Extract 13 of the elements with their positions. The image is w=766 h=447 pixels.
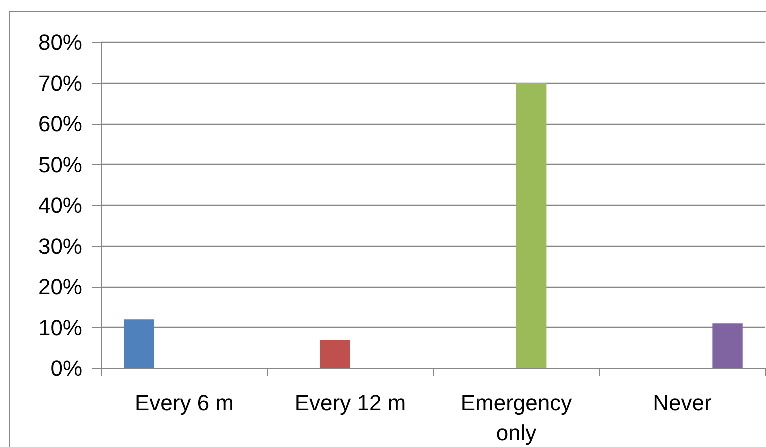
x-tick-label: Every 6 m bbox=[134, 390, 234, 416]
x-tick-label: Emergency only bbox=[460, 390, 572, 446]
x-tick-label: Every 12 m bbox=[294, 390, 406, 416]
y-tick-label: 50% bbox=[38, 152, 83, 178]
x-tick-label: Never bbox=[653, 390, 712, 416]
y-tick-label: 80% bbox=[38, 30, 83, 55]
y-tick-label: 40% bbox=[38, 193, 83, 218]
y-tick-label: 60% bbox=[38, 112, 83, 136]
y-tick-label: 30% bbox=[38, 234, 83, 259]
y-tick-label: 20% bbox=[38, 274, 83, 300]
y-tick-label: 0% bbox=[50, 356, 82, 381]
y-tick-label: 10% bbox=[38, 315, 83, 340]
y-tick-label: 70% bbox=[38, 70, 83, 96]
